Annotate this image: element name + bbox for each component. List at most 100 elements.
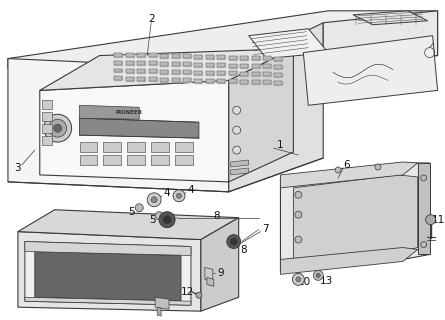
Polygon shape xyxy=(280,247,418,274)
Polygon shape xyxy=(229,71,237,76)
Polygon shape xyxy=(137,69,145,73)
Polygon shape xyxy=(217,71,225,75)
Polygon shape xyxy=(103,155,121,165)
Circle shape xyxy=(233,126,241,134)
Polygon shape xyxy=(160,70,168,74)
Text: 7: 7 xyxy=(262,224,269,234)
Polygon shape xyxy=(172,78,179,82)
Polygon shape xyxy=(263,80,271,84)
Polygon shape xyxy=(205,268,213,281)
Polygon shape xyxy=(103,142,121,152)
Circle shape xyxy=(196,292,202,298)
Polygon shape xyxy=(127,155,145,165)
Polygon shape xyxy=(194,71,202,75)
Polygon shape xyxy=(275,73,283,77)
Polygon shape xyxy=(126,77,134,81)
Polygon shape xyxy=(183,78,191,82)
Circle shape xyxy=(295,236,302,243)
Circle shape xyxy=(421,242,427,247)
Polygon shape xyxy=(263,72,271,76)
Polygon shape xyxy=(194,63,202,67)
Polygon shape xyxy=(194,55,202,59)
Text: 10: 10 xyxy=(298,277,311,287)
Polygon shape xyxy=(149,69,157,73)
Polygon shape xyxy=(160,78,168,82)
Circle shape xyxy=(151,197,157,203)
Text: 6: 6 xyxy=(343,160,349,170)
Polygon shape xyxy=(229,79,237,84)
Polygon shape xyxy=(183,54,191,58)
Circle shape xyxy=(230,238,237,245)
Polygon shape xyxy=(42,112,52,121)
Circle shape xyxy=(135,204,143,212)
Polygon shape xyxy=(126,61,134,65)
Polygon shape xyxy=(175,142,193,152)
Polygon shape xyxy=(151,155,169,165)
Polygon shape xyxy=(194,78,202,83)
Polygon shape xyxy=(80,105,139,119)
Polygon shape xyxy=(126,69,134,73)
Polygon shape xyxy=(231,168,249,175)
Polygon shape xyxy=(18,232,201,311)
Polygon shape xyxy=(160,54,168,58)
Polygon shape xyxy=(217,79,225,83)
Polygon shape xyxy=(8,59,229,192)
Circle shape xyxy=(426,215,436,225)
Polygon shape xyxy=(201,218,239,311)
Polygon shape xyxy=(418,163,429,254)
Circle shape xyxy=(233,106,241,114)
Circle shape xyxy=(49,119,67,137)
Circle shape xyxy=(54,124,62,132)
Polygon shape xyxy=(25,242,191,305)
Circle shape xyxy=(335,167,341,173)
Text: 9: 9 xyxy=(218,268,224,278)
Polygon shape xyxy=(217,55,225,59)
Polygon shape xyxy=(172,54,179,58)
Circle shape xyxy=(159,212,175,228)
Text: 4: 4 xyxy=(188,185,194,195)
Polygon shape xyxy=(240,64,248,68)
Polygon shape xyxy=(40,49,293,90)
Text: 11: 11 xyxy=(432,215,445,225)
Polygon shape xyxy=(8,11,437,68)
Polygon shape xyxy=(251,64,259,68)
Polygon shape xyxy=(263,64,271,68)
Circle shape xyxy=(421,175,427,181)
Text: 5: 5 xyxy=(128,207,134,217)
Text: 8: 8 xyxy=(240,244,247,254)
Circle shape xyxy=(155,212,163,220)
Circle shape xyxy=(296,277,301,282)
Polygon shape xyxy=(353,11,428,25)
Polygon shape xyxy=(137,53,145,57)
Polygon shape xyxy=(229,49,293,182)
Text: 1: 1 xyxy=(277,140,284,150)
Polygon shape xyxy=(114,52,122,57)
Circle shape xyxy=(295,211,302,218)
Circle shape xyxy=(313,270,323,280)
Polygon shape xyxy=(42,100,52,109)
Polygon shape xyxy=(249,29,328,59)
Polygon shape xyxy=(275,57,283,61)
Polygon shape xyxy=(251,56,259,60)
Circle shape xyxy=(292,273,304,285)
Polygon shape xyxy=(80,118,199,138)
Polygon shape xyxy=(229,23,323,192)
Polygon shape xyxy=(114,76,122,80)
Polygon shape xyxy=(149,53,157,58)
Polygon shape xyxy=(323,11,437,66)
Polygon shape xyxy=(80,155,97,165)
Polygon shape xyxy=(157,307,161,316)
Polygon shape xyxy=(18,210,239,240)
Text: 12: 12 xyxy=(180,287,194,297)
Polygon shape xyxy=(155,297,169,309)
Text: 5: 5 xyxy=(149,215,155,225)
Polygon shape xyxy=(151,142,169,152)
Polygon shape xyxy=(303,36,437,105)
Polygon shape xyxy=(114,68,122,73)
Polygon shape xyxy=(160,62,168,66)
Polygon shape xyxy=(114,60,122,65)
Polygon shape xyxy=(80,142,97,152)
Polygon shape xyxy=(183,70,191,74)
Polygon shape xyxy=(293,175,418,264)
Polygon shape xyxy=(25,242,191,255)
